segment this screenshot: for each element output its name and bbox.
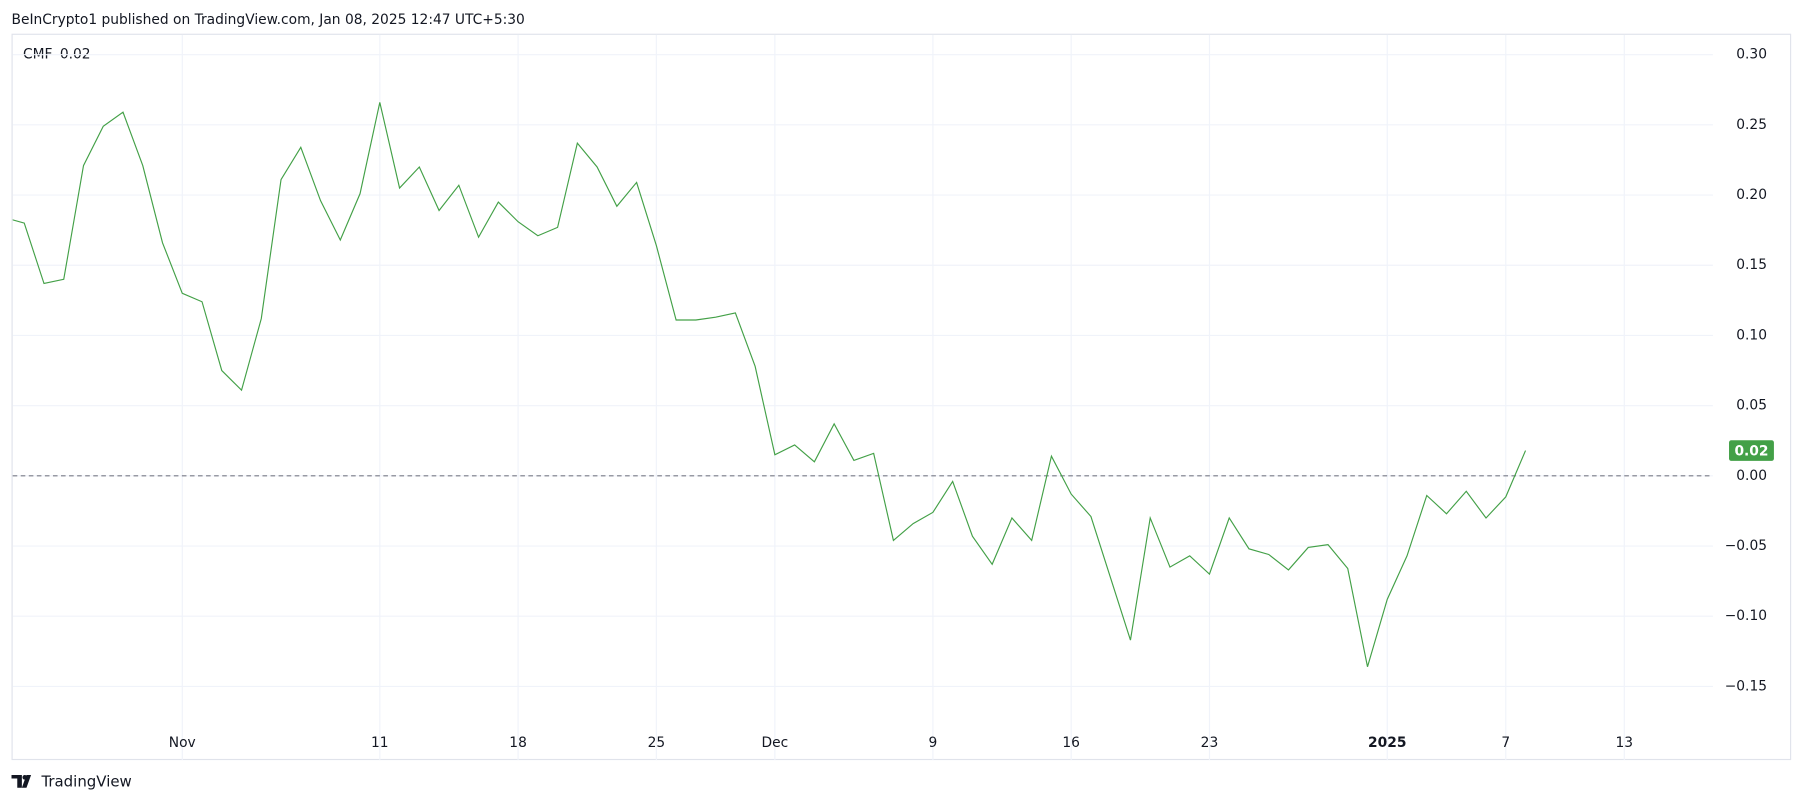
x-tick-label: 18 <box>509 735 527 751</box>
y-tick-label: 0.30 <box>1736 47 1767 63</box>
y-tick-label: −0.10 <box>1725 608 1767 624</box>
y-tick-label: 0.00 <box>1736 468 1767 484</box>
price-tag-label: 0.02 <box>1734 444 1768 460</box>
header-text: BeInCrypto1 published on TradingView.com… <box>12 12 525 28</box>
x-tick-label: Dec <box>762 735 789 751</box>
grid <box>12 34 1713 761</box>
y-tick-label: 0.05 <box>1736 398 1767 414</box>
cmf-line <box>12 102 1527 667</box>
x-tick-label: 9 <box>929 735 938 751</box>
price-tag <box>1729 440 1774 461</box>
footer-logo <box>11 775 32 788</box>
y-tick-label: 0.25 <box>1736 117 1767 133</box>
y-tick-label: −0.05 <box>1725 538 1767 554</box>
x-tick-label: 25 <box>648 735 666 751</box>
x-tick-label: 16 <box>1062 735 1080 751</box>
footer-brand: TradingView <box>40 772 131 790</box>
x-tick-label: 13 <box>1616 735 1634 751</box>
x-tick-label: Nov <box>169 735 196 751</box>
y-tick-label: 0.10 <box>1736 327 1767 343</box>
x-tick-label: 7 <box>1501 735 1510 751</box>
chart-frame <box>11 33 1792 761</box>
x-tick-label: 11 <box>371 735 389 751</box>
x-tick-label: 2025 <box>1368 735 1406 751</box>
series <box>12 102 1527 667</box>
y-tick-label: −0.15 <box>1725 678 1767 694</box>
x-tick-label: 23 <box>1201 735 1219 751</box>
y-tick-label: 0.20 <box>1736 187 1767 203</box>
y-tick-label: 0.15 <box>1736 257 1767 273</box>
